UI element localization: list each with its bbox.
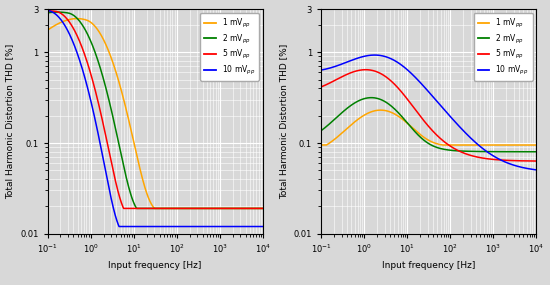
X-axis label: Input frequency [Hz]: Input frequency [Hz] bbox=[108, 261, 202, 270]
Legend: 1 mV$_{pp}$, 2 mV$_{pp}$, 5 mV$_{pp}$, 10 mV$_{pp}$: 1 mV$_{pp}$, 2 mV$_{pp}$, 5 mV$_{pp}$, 1… bbox=[474, 13, 532, 81]
Y-axis label: Total Harmonic Distortion THD [%]: Total Harmonic Distortion THD [%] bbox=[6, 44, 14, 199]
Y-axis label: Total Harmonic Distortion THD [%]: Total Harmonic Distortion THD [%] bbox=[279, 44, 288, 199]
X-axis label: Input frequency [Hz]: Input frequency [Hz] bbox=[382, 261, 475, 270]
Legend: 1 mV$_{pp}$, 2 mV$_{pp}$, 5 mV$_{pp}$, 10 mV$_{pp}$: 1 mV$_{pp}$, 2 mV$_{pp}$, 5 mV$_{pp}$, 1… bbox=[200, 13, 259, 81]
